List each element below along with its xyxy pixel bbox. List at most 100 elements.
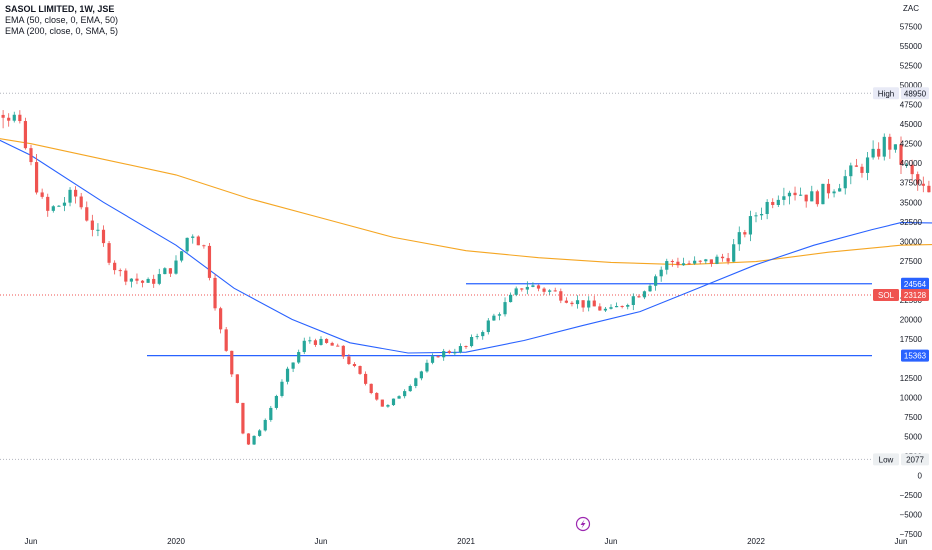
y-tick-label: 52500 <box>900 62 923 71</box>
candle-body <box>481 332 485 337</box>
candle-body <box>140 280 145 283</box>
y-tick-label: 12500 <box>900 374 923 383</box>
candle-body <box>202 245 206 247</box>
x-tick-label: Jun <box>605 537 618 546</box>
candle-body <box>726 258 730 262</box>
candle-body <box>469 337 474 347</box>
low-value-tag-bg <box>901 453 929 466</box>
candle-body <box>297 352 301 363</box>
candle-body <box>425 362 429 372</box>
candle-body <box>503 302 507 315</box>
lightning-icon[interactable] <box>575 516 591 532</box>
level-tag-bg <box>901 277 929 290</box>
high-value-tag-bg <box>901 87 929 100</box>
y-tick-label: −7500 <box>900 530 923 539</box>
y-tick-label: 5000 <box>904 433 922 442</box>
candle-body <box>771 201 775 205</box>
candle-body <box>246 433 251 445</box>
candle-body <box>419 371 423 379</box>
candle-body <box>179 251 184 261</box>
candle-body <box>274 395 278 408</box>
candle-body <box>888 136 892 150</box>
candle-body <box>542 288 546 292</box>
candle-body <box>90 220 94 230</box>
candle-body <box>654 276 658 286</box>
candle-body <box>280 381 284 396</box>
candle-body <box>609 307 613 309</box>
candle-body <box>74 189 78 197</box>
low-value-tag: 2077 <box>906 455 924 464</box>
candle-body <box>51 206 55 211</box>
candle-body <box>676 261 680 266</box>
candle-body <box>670 261 674 263</box>
candle-body <box>843 176 847 189</box>
candle-body <box>285 368 290 382</box>
candle-body <box>85 207 89 221</box>
level-tag-bg <box>901 349 929 362</box>
level-tag: 24564 <box>904 280 927 289</box>
candle-body <box>492 315 496 321</box>
candle-body <box>899 144 903 165</box>
candle-body <box>659 269 663 277</box>
candle-body <box>620 306 624 308</box>
candle-body <box>453 352 457 354</box>
candle-body <box>391 398 396 406</box>
candle-body <box>592 300 596 307</box>
ema200-legend: EMA (200, close, 0, SMA, 5) <box>5 26 119 36</box>
candle-body <box>213 277 217 309</box>
candle-body <box>765 201 769 214</box>
candle-body <box>559 291 563 301</box>
candle-body <box>743 232 747 235</box>
candle-body <box>927 185 931 193</box>
candle-body <box>29 148 33 163</box>
candle-body <box>414 378 418 386</box>
y-tick-label: 30000 <box>900 237 923 246</box>
candle-body <box>536 285 541 289</box>
chart-legend: SASOL LIMITED, 1W, JSE EMA (50, close, 0… <box>5 4 118 37</box>
ema50-legend: EMA (50, close, 0, EMA, 50) <box>5 15 119 25</box>
candle-body <box>430 356 435 363</box>
candle-body <box>364 373 368 384</box>
high-label-bg <box>873 87 899 100</box>
candle-body <box>910 164 914 175</box>
candle-body <box>548 290 552 292</box>
candle-body <box>263 419 267 431</box>
y-tick-label: −5000 <box>900 511 923 520</box>
candle-body <box>291 362 295 369</box>
candle-body <box>269 407 273 420</box>
candle-body <box>759 213 764 216</box>
y-tick-label: 42500 <box>900 140 923 149</box>
candle-body <box>219 308 223 330</box>
candle-body <box>860 166 864 173</box>
candle-body <box>799 194 803 196</box>
candle-body <box>838 188 842 192</box>
candle-body <box>525 286 529 290</box>
candle-body <box>882 136 886 157</box>
candle-body <box>336 345 340 347</box>
candle-body <box>642 291 647 298</box>
candle-body <box>397 396 401 399</box>
candle-body <box>308 340 312 342</box>
candle-body <box>637 296 641 298</box>
candle-body <box>146 278 150 283</box>
x-tick-label: 2021 <box>457 537 475 546</box>
x-tick-label: Jun <box>895 537 908 546</box>
x-tick-label: Jun <box>315 537 328 546</box>
candle-body <box>152 278 156 284</box>
currency-label: ZAC <box>903 4 919 13</box>
symbol-title: SASOL LIMITED, 1W, JSE <box>5 4 115 14</box>
y-tick-label: 17500 <box>900 335 923 344</box>
candle-body <box>893 144 898 150</box>
candle-body <box>687 263 691 265</box>
candle-body <box>163 268 167 275</box>
candle-body <box>570 302 574 305</box>
symbol-tag: SOL <box>878 291 895 300</box>
candle-body <box>665 261 669 270</box>
candle-body <box>587 300 591 308</box>
candle-body <box>737 232 741 245</box>
y-tick-label: 40000 <box>900 159 923 168</box>
candle-body <box>849 165 853 177</box>
candle-body <box>715 256 719 264</box>
candle-body <box>40 192 44 197</box>
